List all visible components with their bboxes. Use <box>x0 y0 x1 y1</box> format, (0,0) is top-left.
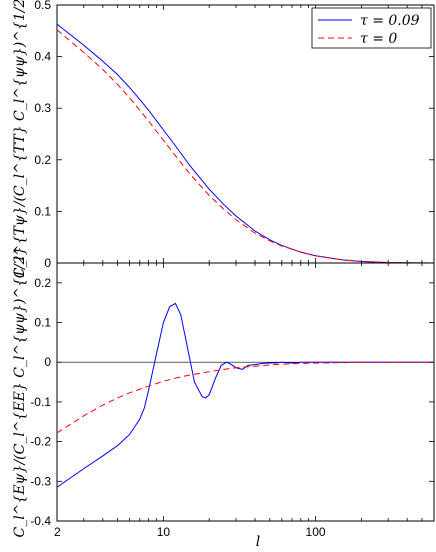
top-y-tick-label: 0.1 <box>34 204 51 218</box>
x-tick-label: 100 <box>306 525 326 539</box>
bottom-series-line-tau-0-09 <box>56 302 434 488</box>
top-y-axis-label: C_l^{Tψ}/(C_l^{TT} C_l^{ψψ})^{1/2} <box>12 0 28 278</box>
bottom-y-tick-label: 0 <box>44 355 51 369</box>
top-series-line-tau-0-09 <box>56 23 435 264</box>
x-tick-label: 10 <box>157 525 171 539</box>
bottom-series-line-tau-0 <box>56 361 434 434</box>
legend-box <box>311 7 432 49</box>
bottom-y-tick-label: 0.2 <box>34 276 51 290</box>
bottom-y-tick-label: -0.3 <box>30 474 51 488</box>
top-series-line-tau-0 <box>56 29 435 264</box>
bottom-y-axis-label: C_l^{Eψ}/(C_l^{EE} C_l^{ψψ})^{1/2} <box>12 247 28 538</box>
top-y-tick-label: 0 <box>44 256 51 270</box>
axis-labels: C_l^{Tψ}/(C_l^{TT} C_l^{ψψ})^{1/2}C_l^{E… <box>12 0 260 550</box>
top-y-tick-label: 0.5 <box>34 0 51 12</box>
bottom-y-tick-label: 0.1 <box>34 316 51 330</box>
top-y-tick-label: 0.3 <box>34 101 51 115</box>
top-y-tick-label: 0.4 <box>34 50 51 64</box>
top-y-tick-label: 0.2 <box>34 153 51 167</box>
bottom-panel: 2 10 100 -0.4 -0.3 -0.2 -0.1 0 0.1 0.2 <box>30 262 435 539</box>
bottom-y-tick-label: -0.2 <box>30 435 51 449</box>
bottom-y-tick-label: -0.1 <box>30 395 51 409</box>
x-tick-label: 2 <box>54 525 61 539</box>
legend-label: τ = 0.09 <box>360 13 420 29</box>
x-axis-label: l <box>256 534 260 550</box>
legend-label: τ = 0 <box>360 31 397 47</box>
bottom-y-tick-label: -0.4 <box>30 514 51 528</box>
legend: τ = 0.09 τ = 0 <box>311 7 432 49</box>
bottom-plot-frame <box>56 262 435 522</box>
